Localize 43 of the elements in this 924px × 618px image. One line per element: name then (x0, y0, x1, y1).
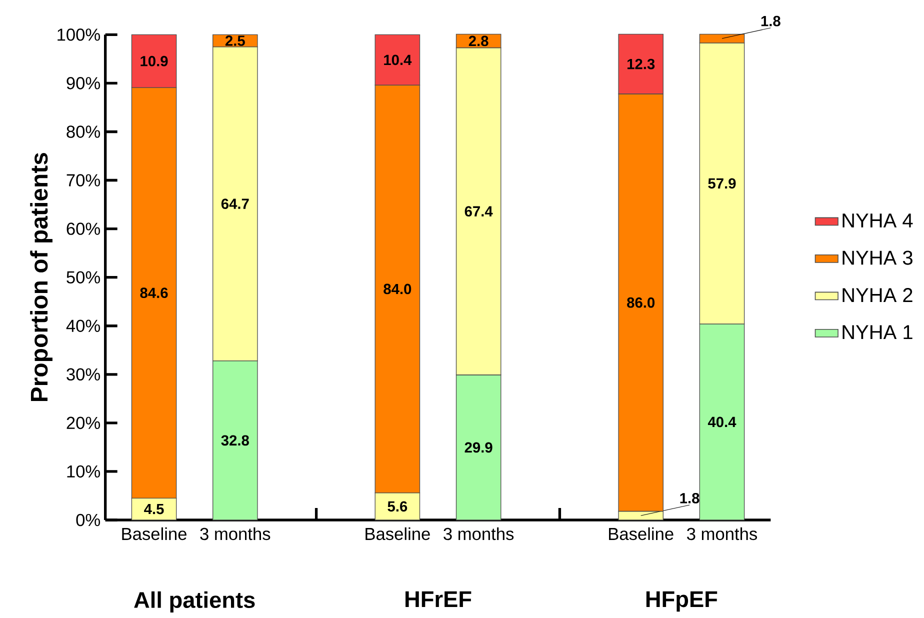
x-tick-label: 3 months (200, 527, 270, 540)
text: HFpEF (646, 591, 718, 612)
data-label: 57.9 (708, 178, 736, 189)
y-tick-label: 70% (66, 174, 100, 186)
x-tick-label: Baseline (609, 527, 674, 540)
y-axis-title: Proportion of patients (30, 152, 52, 402)
data-label: 2.5 (225, 36, 245, 46)
data-label: 84.0 (384, 284, 412, 294)
y-tick-label: 30% (66, 368, 100, 381)
data-label: 1.8 (680, 492, 700, 504)
data-label: 4.5 (144, 504, 164, 514)
data-label: 2.8 (468, 36, 488, 46)
y-tick-label: 100% (58, 28, 100, 41)
data-label: 5.6 (388, 501, 408, 512)
x-tick-label: Baseline (122, 527, 186, 540)
y-tick-label: 20% (66, 416, 100, 430)
data-label: 40.4 (708, 416, 736, 428)
x-tick-label: 3 months (444, 527, 514, 540)
x-tick-label: 3 months (687, 527, 757, 540)
data-label: 29.9 (464, 442, 492, 453)
data-label: 64.7 (221, 198, 249, 209)
y-tick-label: 0% (76, 514, 100, 526)
legend-label: NYHA 1 (842, 325, 912, 340)
data-label: 67.4 (464, 206, 493, 217)
y-tick-label: 50% (66, 271, 100, 284)
data-label: 84.6 (140, 288, 168, 298)
data-label: 12.3 (628, 58, 655, 70)
y-tick-label: 60% (66, 222, 100, 235)
x-tick-label: Baseline (366, 527, 430, 540)
data-label: 1.8 (761, 16, 780, 26)
legend-label: NYHA 3 (842, 250, 912, 265)
data-label: 86.0 (627, 297, 655, 308)
data-label: 10.9 (140, 56, 168, 66)
text: All patients (134, 591, 255, 613)
legend-label: NYHA 2 (842, 288, 912, 302)
y-tick-label: 10% (67, 465, 100, 478)
data-label: 10.4 (384, 54, 412, 66)
text: HFrEF (406, 591, 472, 607)
y-tick-label: 80% (66, 126, 100, 138)
legend-label: NYHA 4 (842, 214, 913, 228)
y-tick-label: 40% (66, 320, 100, 332)
y-tick-label: 90% (66, 77, 100, 90)
data-label: 32.8 (221, 435, 249, 446)
